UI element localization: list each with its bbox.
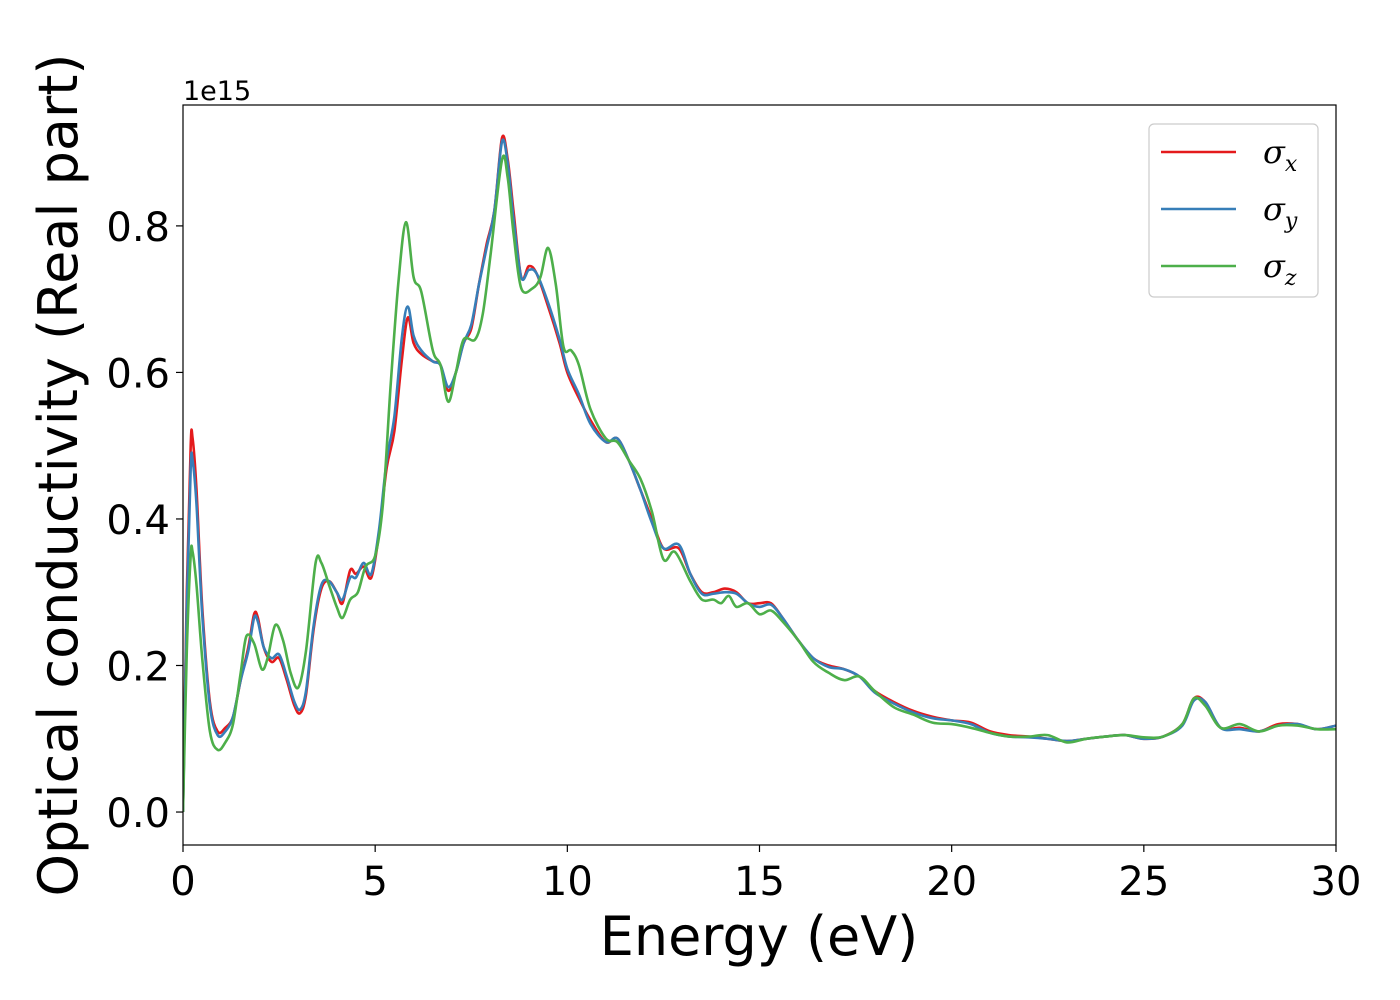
x-tick-label: 10	[542, 859, 593, 905]
y-tick-label: 0.8	[106, 205, 170, 251]
x-tick-label: 15	[734, 859, 785, 905]
y-axis-ticks: 0.0 0.2 0.4 0.6 0.8	[106, 205, 183, 837]
legend-label-z: σz	[1263, 247, 1297, 291]
legend-label-y: σy	[1263, 190, 1298, 234]
x-tick-label: 20	[926, 859, 977, 905]
y-axis-offset-text: 1e15	[183, 76, 251, 107]
x-tick-label: 30	[1311, 859, 1362, 905]
x-tick-label: 25	[1118, 859, 1169, 905]
plot-lines	[183, 134, 1336, 813]
legend: σx σy σz	[1148, 123, 1319, 298]
x-tick-label: 0	[170, 859, 195, 905]
y-axis-label: Optical conductivity (Real part)	[27, 54, 90, 897]
x-axis-label: Energy (eV)	[600, 905, 919, 968]
legend-label-x: σx	[1263, 133, 1298, 177]
x-tick-label: 5	[362, 859, 387, 905]
y-tick-label: 0.4	[106, 498, 170, 544]
y-tick-label: 0.6	[106, 351, 170, 397]
y-tick-label: 0.2	[106, 644, 170, 690]
y-tick-label: 0.0	[106, 791, 170, 837]
x-axis-ticks: 0 5 10 15 20 25 30	[170, 845, 1361, 905]
legend-entries: σx σy σz	[1161, 133, 1298, 291]
legend-box	[1148, 123, 1319, 298]
series-line-z	[183, 154, 1336, 813]
